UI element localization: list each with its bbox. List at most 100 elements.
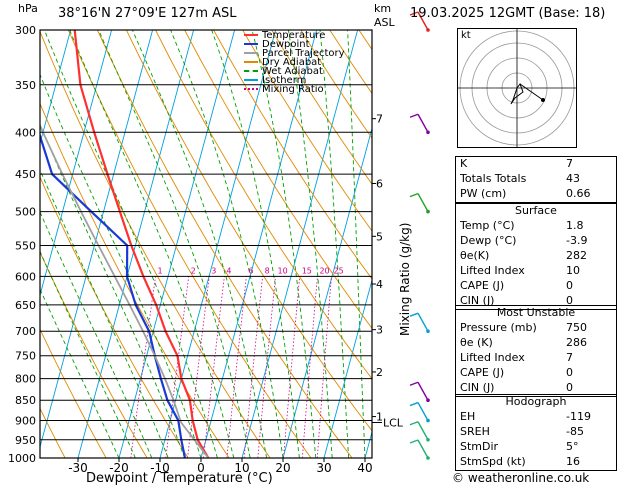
surface-row: Temp (°C) 1.8 (456, 219, 616, 234)
surface-label: CAPE (J) (460, 279, 505, 292)
surface-label: CIN (J) (460, 294, 495, 307)
surface-label: θe(K) (460, 249, 490, 262)
wind-barb (417, 402, 429, 421)
wind-barb (417, 312, 429, 332)
mixing-ratio-label: 6 (248, 266, 253, 275)
surface-label: Dewp (°C) (460, 234, 517, 247)
most-unstable-row: Pressure (mb) 750 (456, 321, 616, 336)
dry-adiabat-line (40, 407, 66, 458)
mixing-ratio-line (243, 276, 263, 458)
wind-barb (417, 11, 429, 31)
surface-value: 10 (566, 264, 580, 277)
wind-barb (417, 421, 429, 441)
asl-unit-label: ASL (374, 16, 395, 29)
mixing-ratio-line (316, 276, 332, 458)
legend-entry: Mixing Ratio (244, 84, 345, 95)
plot-frame (39, 29, 373, 459)
km-tick-label: 5 (376, 230, 383, 243)
most-unstable-title: Most Unstable (496, 306, 576, 319)
wet-adiabat-line (347, 30, 366, 458)
wind-barb (417, 439, 429, 459)
most-unstable-value: 0 (566, 381, 573, 394)
dry-adiabat-line (40, 328, 107, 458)
wet-adiabat-line (69, 30, 235, 458)
wet-adiabat-line (131, 30, 268, 458)
most-unstable-label: Pressure (mb) (460, 321, 537, 334)
hodograph-stat-value: 16 (566, 455, 580, 468)
legend-swatch (244, 70, 258, 72)
surface-row: CAPE (J) 0 (456, 279, 616, 294)
mixing-ratio-line (302, 276, 318, 458)
chart-legend: Temperature Dewpoint Parcel Trajectory Dry … (244, 31, 345, 95)
hodograph-stat-row: SREH -85 (456, 425, 616, 440)
most-unstable-value: 750 (566, 321, 587, 334)
most-unstable-row: CIN (J) 0 (456, 381, 616, 396)
legend-label: Dry Adiabat (262, 57, 322, 68)
most-unstable-label: CAPE (J) (460, 366, 505, 379)
legend-label: Isotherm (262, 75, 307, 86)
hodograph-stat-row: StmDir 5° (456, 440, 616, 455)
hodograph-stat-label: SREH (460, 425, 490, 438)
surface-row: Dewp (°C) -3.9 (456, 234, 616, 249)
surface-value: -3.9 (566, 234, 588, 247)
km-tick-label: 3 (376, 324, 383, 337)
surface-value: 0 (566, 279, 573, 292)
hodograph-stat-label: StmDir (460, 440, 499, 453)
isotherm-line (159, 30, 277, 458)
wind-barb-flag (409, 113, 419, 118)
most-unstable-label: CIN (J) (460, 381, 495, 394)
surface-value: 1.8 (566, 219, 584, 232)
most-unstable-value: 286 (566, 336, 587, 349)
x-tick-label: -30 (68, 461, 88, 475)
hodograph-title: Hodograph (505, 395, 567, 408)
most-unstable-label: Lifted Index (460, 351, 525, 364)
mixing-ratio-label: 3 (211, 266, 216, 275)
wind-barb-flag (409, 421, 419, 426)
legend-entry: Dry Adiabat (244, 57, 345, 68)
dry-adiabat-line (213, 30, 372, 280)
hodograph-panel: Hodograph EH -119 SREH -85 StmDir 5° StmSpd (k… (455, 394, 617, 471)
isotherm-line (323, 278, 372, 458)
x-tick-label: 0 (197, 461, 205, 475)
isotherm-line (40, 30, 154, 449)
wind-barb-dot (426, 28, 430, 32)
mixing-ratio-label: 4 (226, 266, 231, 275)
most-unstable-panel: Most Unstable Pressure (mb) 750 θe (K) 286 L… (455, 305, 617, 397)
most-unstable-value: 7 (566, 351, 573, 364)
legend-label: Mixing Ratio (262, 84, 324, 95)
surface-row: θe(K) 282 (456, 249, 616, 264)
km-tick-label: 6 (376, 177, 383, 190)
pressure-tick-label: 800 (15, 373, 36, 386)
mixing-ratio-label: 2 (191, 266, 196, 275)
pressure-tick-label: 600 (15, 270, 36, 283)
pressure-tick-label: 1000 (8, 452, 36, 465)
legend-swatch (244, 34, 258, 36)
legend-entry: Isotherm (244, 75, 345, 86)
wind-barb-flag (409, 381, 419, 386)
credit-text: © weatheronline.co.uk (452, 471, 590, 485)
pressure-tick-label: 850 (15, 394, 36, 407)
surface-panel: Surface Temp (°C) 1.8 Dewp (°C) -3.9 θe(K) 28… (455, 203, 617, 310)
dry-adiabat-line (242, 30, 372, 232)
mixing-ratio-label: 1 (158, 266, 163, 275)
km-tick-label: 7 (376, 113, 383, 126)
pressure-tick-label: 400 (15, 126, 36, 139)
wind-barb (417, 113, 429, 133)
km-unit-label: km (374, 2, 392, 15)
most-unstable-row: CAPE (J) 0 (456, 366, 616, 381)
mixing-ratio-axis-label: Mixing Ratio (g/kg) (398, 222, 412, 336)
x-tick-label: 30 (316, 461, 331, 475)
wind-barb-dot (426, 329, 430, 334)
legend-entry: Wet Adiabat (244, 67, 345, 77)
surface-label: Lifted Index (460, 264, 525, 277)
surface-value: 0 (566, 294, 573, 307)
isotherm-line (282, 126, 372, 458)
x-tick-label: 10 (234, 461, 249, 475)
pressure-tick-label: 700 (15, 325, 36, 338)
dry-adiabat-line (184, 30, 372, 330)
pressure-tick-label: 650 (15, 299, 36, 312)
mixing-ratio-label: 8 (265, 266, 270, 275)
legend-swatch (244, 88, 258, 90)
